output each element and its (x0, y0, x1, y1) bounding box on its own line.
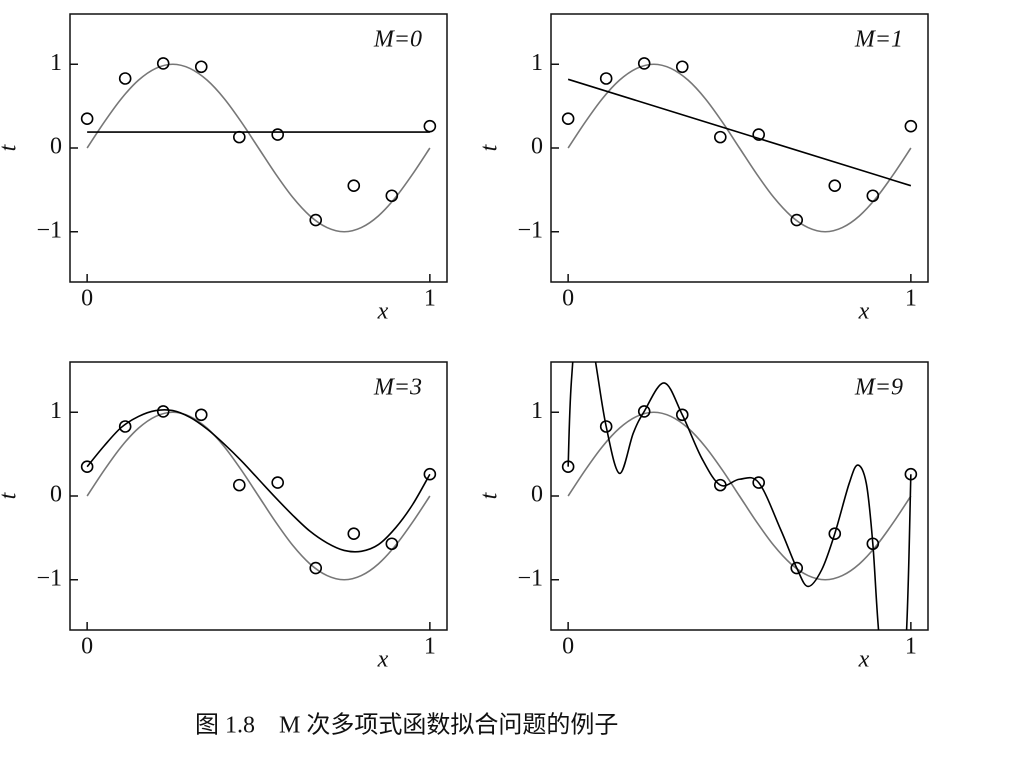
data-point (599, 72, 613, 85)
data-point (790, 213, 804, 227)
data-point (423, 119, 437, 133)
annotation: M=0 (373, 27, 422, 53)
data-point (561, 460, 575, 473)
data-point (118, 420, 132, 433)
data-point (194, 408, 208, 422)
data-point (904, 467, 918, 481)
y-tick-label: 0 (531, 134, 543, 160)
data-point (752, 128, 765, 141)
data-point (385, 537, 399, 551)
x-axis-label: x (858, 299, 870, 325)
curve (567, 411, 912, 581)
data-point (233, 478, 246, 492)
data-point (866, 189, 880, 203)
data-point (752, 476, 765, 489)
y-axis-label: t (0, 143, 22, 151)
x-axis-label: x (377, 299, 389, 325)
data-point (80, 460, 94, 473)
panel: −1 0 1 0 1 x t M=3 (0, 361, 448, 673)
panel: −1 0 1 0 1 x t M=0 (0, 13, 448, 325)
data-point (309, 561, 323, 575)
y-tick-label: −1 (36, 565, 62, 591)
data-point (828, 527, 842, 540)
y-tick-label: 0 (50, 482, 62, 508)
data-point (271, 128, 284, 141)
y-axis-label: t (477, 491, 503, 499)
data-point (561, 112, 575, 125)
data-point (156, 405, 170, 418)
data-point (714, 130, 727, 144)
panel: −1 0 1 0 1 x t M=1 (477, 13, 929, 325)
y-tick-label: −1 (517, 217, 543, 243)
curve (86, 411, 431, 581)
y-tick-label: −1 (36, 217, 62, 243)
x-tick-label: 0 (562, 286, 574, 312)
y-tick-label: 1 (50, 398, 62, 424)
curve (86, 63, 431, 233)
data-point (904, 119, 918, 133)
curve (567, 362, 912, 630)
x-tick-label: 0 (562, 634, 574, 660)
annotation: M=9 (854, 375, 903, 401)
y-tick-label: 1 (531, 50, 543, 76)
data-point (118, 72, 132, 85)
y-tick-label: 0 (531, 482, 543, 508)
data-point (347, 527, 361, 540)
x-tick-label: 0 (81, 634, 93, 660)
data-point (675, 60, 689, 74)
data-point (385, 189, 399, 203)
data-point (637, 57, 651, 70)
y-axis-label: t (0, 491, 22, 499)
x-tick-label: 1 (905, 634, 917, 660)
data-point (714, 478, 727, 492)
annotation: M=1 (854, 27, 903, 53)
data-point (347, 179, 361, 192)
curve (567, 63, 912, 233)
annotation: M=3 (373, 375, 422, 401)
y-tick-label: 1 (531, 398, 543, 424)
curve (86, 408, 431, 553)
y-tick-label: 1 (50, 50, 62, 76)
data-point (271, 476, 284, 489)
caption: 图 1.8 M 次多项式函数拟合问题的例子 (195, 712, 618, 739)
data-point (80, 112, 94, 125)
data-point (790, 561, 804, 575)
data-point (156, 57, 170, 70)
data-point (599, 420, 613, 433)
x-axis-label: x (377, 647, 389, 673)
x-axis-label: x (858, 647, 870, 673)
panel: −1 0 1 0 1 x t M=9 (477, 361, 929, 673)
data-point (675, 408, 689, 422)
x-tick-label: 1 (905, 286, 917, 312)
x-tick-label: 1 (424, 286, 436, 312)
y-tick-label: −1 (517, 565, 543, 591)
data-point (309, 213, 323, 227)
data-point (637, 405, 651, 418)
x-tick-label: 1 (424, 634, 436, 660)
curve (567, 78, 912, 187)
data-point (423, 467, 437, 481)
y-axis-label: t (477, 143, 503, 151)
data-point (828, 179, 842, 192)
data-point (233, 130, 246, 144)
data-point (866, 537, 880, 551)
data-point (194, 60, 208, 74)
y-tick-label: 0 (50, 134, 62, 160)
x-tick-label: 0 (81, 286, 93, 312)
